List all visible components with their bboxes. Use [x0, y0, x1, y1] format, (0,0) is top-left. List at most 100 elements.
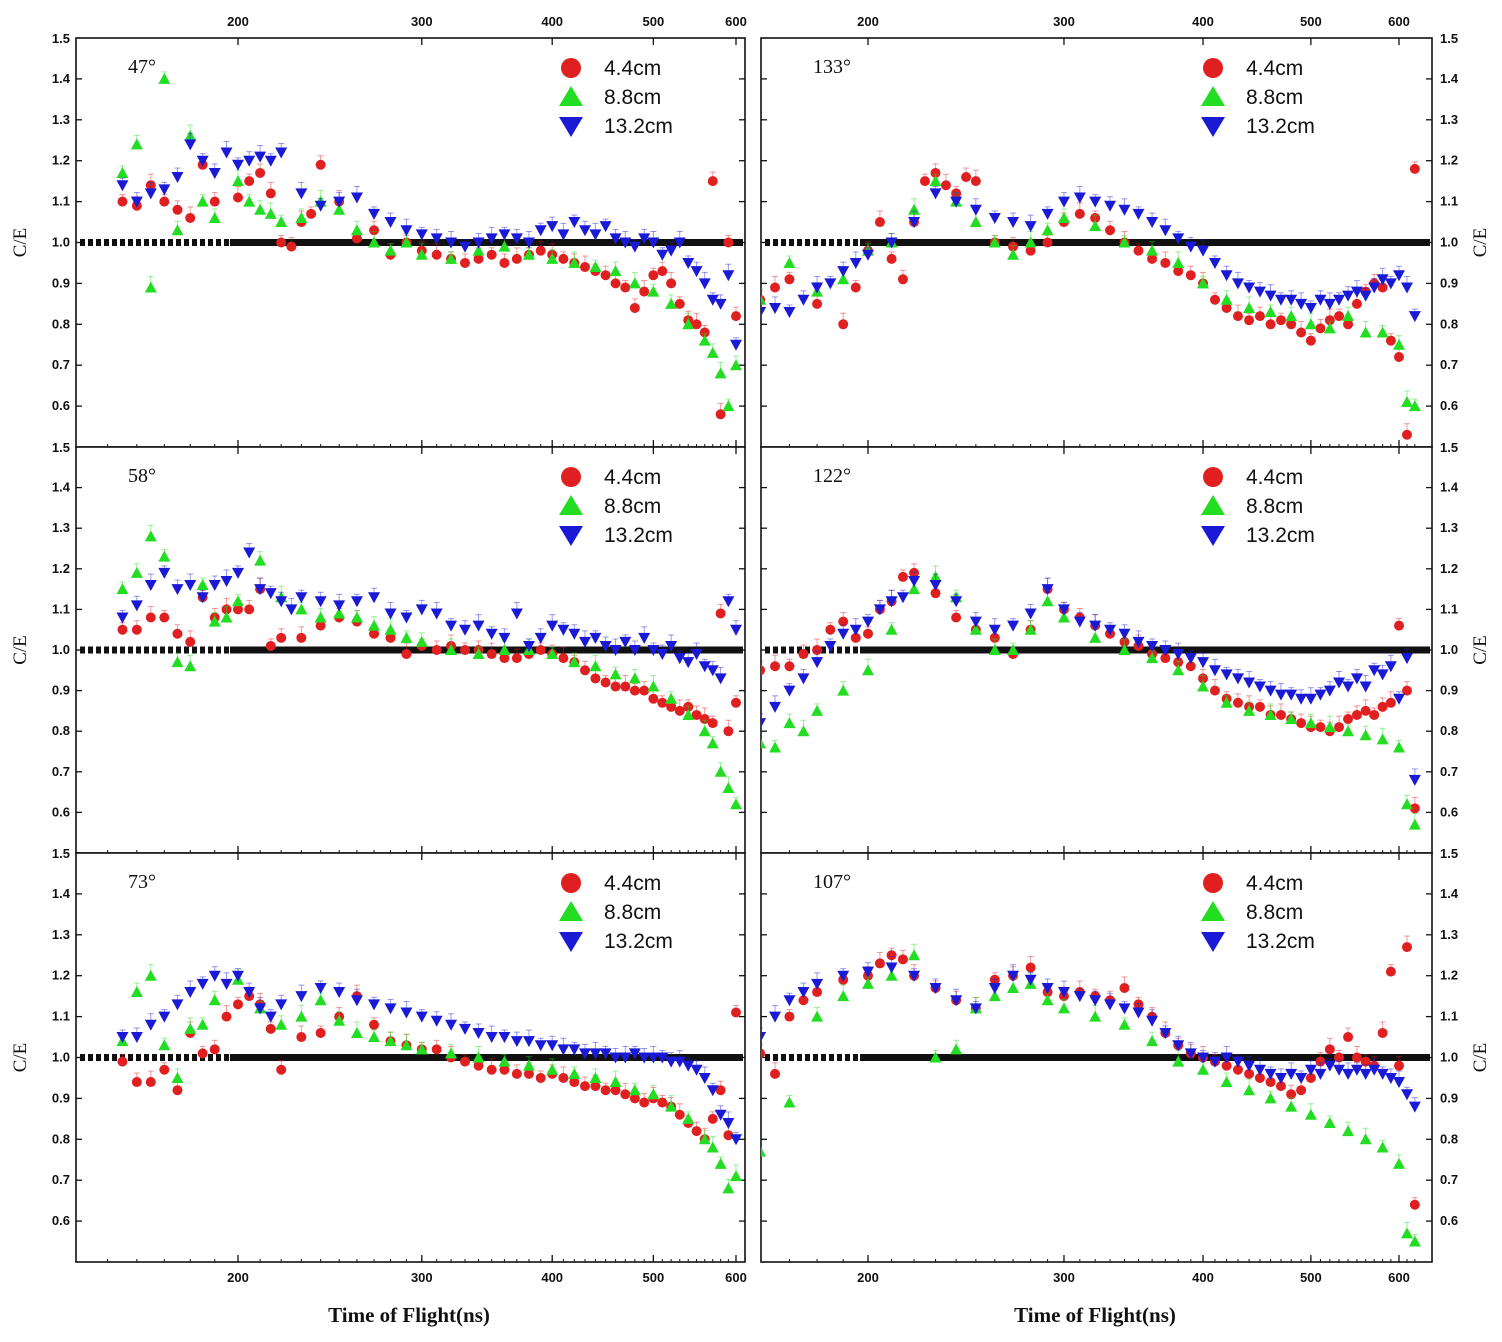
- x-tick-label-bottom: 600: [725, 1270, 747, 1285]
- data-point: [989, 632, 1000, 643]
- data-point: [431, 1044, 442, 1055]
- data-point: [1220, 696, 1233, 708]
- data-point: [350, 611, 363, 623]
- y-tick-label: 1.3: [1440, 927, 1458, 942]
- data-point: [698, 1133, 711, 1145]
- data-point: [714, 765, 727, 777]
- data-point: [1393, 338, 1405, 350]
- data-point: [1220, 1052, 1233, 1064]
- data-point: [647, 645, 660, 656]
- data-point: [159, 612, 170, 623]
- data-point: [730, 359, 742, 371]
- data-point: [1350, 1064, 1363, 1076]
- data-point: [523, 1068, 534, 1079]
- data-point: [232, 595, 244, 607]
- data-point: [295, 592, 308, 604]
- y-tick-label: 1.1: [52, 601, 70, 616]
- data-point: [1173, 657, 1184, 668]
- data-point: [1400, 1227, 1413, 1239]
- data-point: [950, 1043, 963, 1055]
- data-point: [969, 623, 982, 635]
- data-point: [629, 1093, 640, 1104]
- data-point: [208, 994, 221, 1006]
- data-point: [657, 1097, 668, 1108]
- data-point: [1254, 1072, 1265, 1083]
- data-point: [1118, 1018, 1131, 1030]
- data-point: [1007, 620, 1020, 632]
- data-point: [600, 270, 611, 281]
- data-point: [1244, 315, 1255, 326]
- data-point: [1231, 673, 1244, 685]
- data-point: [769, 701, 782, 713]
- data-point: [1146, 244, 1159, 256]
- data-point: [116, 583, 129, 595]
- data-point: [430, 608, 443, 620]
- data-point: [233, 192, 243, 203]
- data-point: [988, 624, 1001, 636]
- y-axis-label: C/E: [10, 228, 31, 258]
- data-point: [1007, 970, 1020, 982]
- y-tick-label: 1.4: [1440, 71, 1459, 86]
- data-point: [1286, 1089, 1297, 1100]
- data-point: [350, 224, 363, 236]
- data-point: [731, 1007, 741, 1018]
- data-point: [1401, 429, 1412, 440]
- data-point: [534, 632, 547, 644]
- data-point: [295, 211, 308, 223]
- data-point: [761, 307, 767, 317]
- data-point: [1342, 681, 1355, 693]
- data-point: [699, 714, 710, 725]
- series-8.8cm: [761, 173, 1421, 412]
- data-point: [130, 1032, 143, 1044]
- data-point: [415, 1043, 428, 1055]
- x-tick-label-bottom: 200: [857, 1270, 879, 1285]
- data-point: [1089, 220, 1102, 232]
- data-point: [511, 253, 522, 264]
- data-point: [730, 798, 742, 810]
- data-point: [221, 604, 232, 615]
- data-point: [1304, 1064, 1317, 1076]
- data-point: [682, 1112, 695, 1124]
- data-point: [988, 644, 1001, 655]
- data-point: [264, 155, 277, 167]
- data-point: [628, 672, 641, 684]
- data-point: [1400, 798, 1413, 810]
- data-point: [171, 656, 184, 668]
- data-point: [1057, 196, 1070, 208]
- data-point: [620, 681, 631, 692]
- data-point: [430, 1015, 443, 1027]
- series-13.2cm: [116, 543, 742, 685]
- series-8.8cm: [116, 71, 742, 412]
- data-point: [715, 409, 726, 420]
- data-point: [698, 1072, 711, 1084]
- data-point: [534, 1040, 547, 1052]
- data-point: [244, 604, 255, 615]
- data-point: [797, 987, 810, 999]
- data-point: [511, 653, 522, 664]
- data-point: [1368, 282, 1381, 294]
- data-point: [761, 1032, 767, 1042]
- panels: 1.4 1.3 1.2 1.1 1.0 0.9 0.8 0.7 0.6 1.5 200 300 400 5…: [10, 14, 1491, 1285]
- data-point: [620, 282, 631, 293]
- data-point: [473, 253, 484, 264]
- data-point: [682, 257, 695, 269]
- data-point: [988, 982, 1001, 994]
- data-point: [384, 1035, 397, 1047]
- x-tick-label-top: 300: [411, 14, 433, 29]
- data-point: [185, 212, 196, 223]
- data-point: [1208, 1056, 1221, 1068]
- data-point: [698, 725, 711, 737]
- data-point: [639, 286, 650, 297]
- data-point: [415, 248, 428, 260]
- data-point: [1275, 709, 1286, 720]
- data-point: [171, 1071, 184, 1083]
- data-point: [837, 970, 850, 982]
- data-point: [648, 270, 659, 281]
- data-point: [243, 195, 256, 207]
- data-point: [1221, 302, 1232, 313]
- data-point: [590, 673, 601, 684]
- data-point: [172, 628, 183, 639]
- y-tick-label: 1.2: [52, 561, 70, 576]
- data-point: [460, 1056, 471, 1067]
- data-point: [722, 1117, 735, 1129]
